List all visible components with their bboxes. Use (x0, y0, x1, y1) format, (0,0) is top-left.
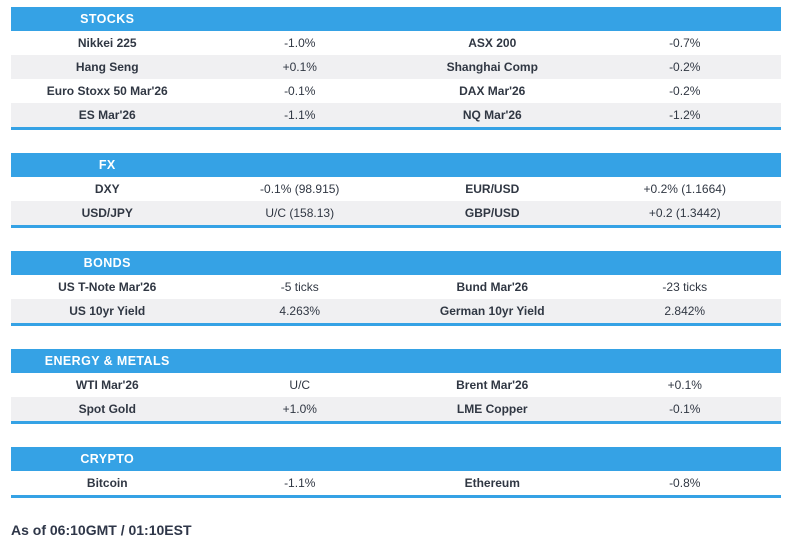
instrument-label: LME Copper (456, 402, 528, 416)
instrument-change: -5 ticks (280, 280, 319, 294)
instrument-label: Nikkei 225 (77, 36, 137, 50)
section-stocks: STOCKS Nikkei 225 -1.0% ASX 200 -0.7% Ha… (11, 7, 781, 130)
instrument-label: Hang Seng (75, 60, 139, 74)
instrument-change: +1.0% (282, 402, 317, 416)
instrument-label: GBP/USD (464, 206, 520, 220)
instrument-label: Bund Mar'26 (456, 280, 529, 294)
instrument-label: US 10yr Yield (69, 304, 146, 318)
table-row: US 10yr Yield 4.263% German 10yr Yield 2… (11, 299, 781, 323)
table-row: Hang Seng +0.1% Shanghai Comp -0.2% (11, 55, 781, 79)
instrument-label: US T-Note Mar'26 (58, 280, 157, 294)
instrument-label: EUR/USD (465, 182, 520, 196)
instrument-label: ES Mar'26 (78, 108, 136, 122)
section-title: ENERGY & METALS (44, 354, 170, 368)
instrument-change: -0.7% (669, 36, 701, 50)
instrument-change: -0.1% (98.915) (260, 182, 340, 196)
instrument-change: -1.1% (284, 108, 316, 122)
instrument-change: +0.1% (667, 378, 702, 392)
section-title: CRYPTO (80, 452, 135, 466)
table-row: Euro Stoxx 50 Mar'26 -0.1% DAX Mar'26 -0… (11, 79, 781, 103)
instrument-change: -23 ticks (662, 280, 708, 294)
instrument-change: +0.2% (1.1664) (643, 182, 726, 196)
section-fx: FX DXY -0.1% (98.915) EUR/USD +0.2% (1.1… (11, 153, 781, 228)
table-row: DXY -0.1% (98.915) EUR/USD +0.2% (1.1664… (11, 177, 781, 201)
section-crypto: CRYPTO Bitcoin -1.1% Ethereum -0.8% (11, 447, 781, 498)
instrument-label: USD/JPY (81, 206, 133, 220)
instrument-change: +0.2 (1.3442) (648, 206, 721, 220)
table-row: US T-Note Mar'26 -5 ticks Bund Mar'26 -2… (11, 275, 781, 299)
instrument-label: Bitcoin (86, 476, 128, 490)
instrument-change: 2.842% (664, 304, 706, 318)
section-energy-metals: ENERGY & METALS WTI Mar'26 U/C Brent Mar… (11, 349, 781, 424)
instrument-label: Euro Stoxx 50 Mar'26 (46, 84, 168, 98)
instrument-label: DAX Mar'26 (459, 84, 526, 98)
instrument-label: Ethereum (464, 476, 520, 490)
instrument-label: ASX 200 (468, 36, 517, 50)
instrument-change: -1.2% (669, 108, 701, 122)
table-row: Nikkei 225 -1.0% ASX 200 -0.7% (11, 31, 781, 55)
section-fx-header: FX (11, 153, 781, 177)
as-of-timestamp: As of 06:10GMT / 01:10EST (11, 522, 192, 538)
instrument-change: -1.0% (284, 36, 316, 50)
section-bonds-header: BONDS (11, 251, 781, 275)
instrument-label: Brent Mar'26 (456, 378, 529, 392)
instrument-change: -0.1% (669, 402, 701, 416)
instrument-change: U/C (158.13) (265, 206, 335, 220)
instrument-label: German 10yr Yield (439, 304, 545, 318)
instrument-change: -0.2% (669, 84, 701, 98)
instrument-change: -0.2% (669, 60, 701, 74)
instrument-change: 4.263% (279, 304, 321, 318)
section-bonds: BONDS US T-Note Mar'26 -5 ticks Bund Mar… (11, 251, 781, 326)
table-row: ES Mar'26 -1.1% NQ Mar'26 -1.2% (11, 103, 781, 127)
table-row: Bitcoin -1.1% Ethereum -0.8% (11, 471, 781, 495)
section-title: BONDS (83, 256, 131, 270)
instrument-label: WTI Mar'26 (75, 378, 139, 392)
section-stocks-header: STOCKS (11, 7, 781, 31)
section-title: STOCKS (80, 12, 135, 26)
section-crypto-header: CRYPTO (11, 447, 781, 471)
instrument-change: -1.1% (284, 476, 316, 490)
instrument-label: Spot Gold (78, 402, 136, 416)
instrument-label: NQ Mar'26 (462, 108, 522, 122)
instrument-change: -0.1% (284, 84, 316, 98)
table-row: Spot Gold +1.0% LME Copper -0.1% (11, 397, 781, 421)
instrument-change: +0.1% (282, 60, 317, 74)
table-row: USD/JPY U/C (158.13) GBP/USD +0.2 (1.344… (11, 201, 781, 225)
instrument-label: DXY (94, 182, 120, 196)
table-row: WTI Mar'26 U/C Brent Mar'26 +0.1% (11, 373, 781, 397)
instrument-change: U/C (289, 378, 311, 392)
instrument-change: -0.8% (669, 476, 701, 490)
section-title: FX (98, 158, 116, 172)
section-energy-metals-header: ENERGY & METALS (11, 349, 781, 373)
instrument-label: Shanghai Comp (446, 60, 538, 74)
